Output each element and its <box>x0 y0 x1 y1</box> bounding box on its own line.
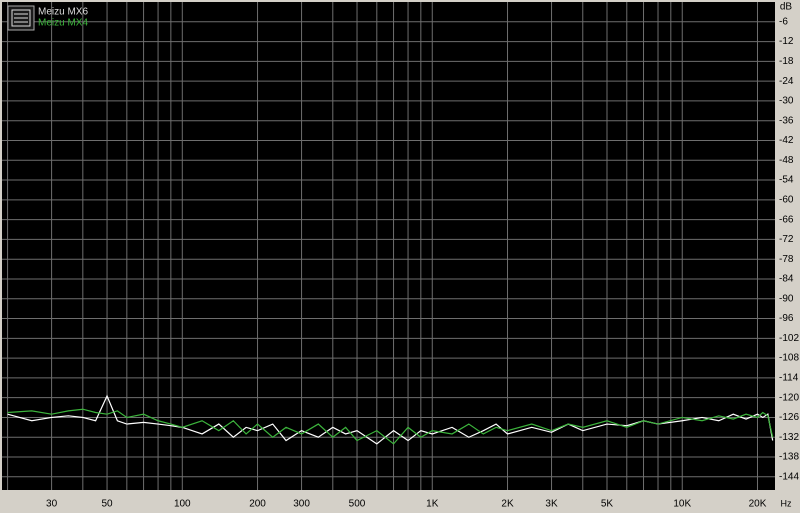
x-tick-label: 3K <box>545 499 558 510</box>
y-tick-label: -144 <box>779 471 799 482</box>
y-unit: dB <box>780 2 793 13</box>
y-tick-label: -48 <box>779 155 794 166</box>
x-tick-label: 100 <box>174 499 191 510</box>
y-tick-label: -30 <box>779 96 794 107</box>
y-tick-label: -36 <box>779 115 794 126</box>
x-tick-label: 200 <box>249 499 266 510</box>
y-tick-label: -6 <box>779 16 788 27</box>
y-tick-label: -84 <box>779 274 794 285</box>
grid <box>2 2 775 490</box>
x-tick-label: 10K <box>673 499 691 510</box>
x-tick-label: 300 <box>293 499 310 510</box>
y-tick-label: -66 <box>779 214 794 225</box>
y-tick-label: -78 <box>779 254 794 265</box>
x-tick-label: 50 <box>101 499 113 510</box>
y-tick-label: -42 <box>779 135 794 146</box>
y-tick-label: -60 <box>779 194 794 205</box>
x-tick-label: 5K <box>601 499 614 510</box>
x-tick-label: 1K <box>426 499 439 510</box>
y-tick-label: -102 <box>779 333 799 344</box>
legend-icon-inner <box>11 9 31 27</box>
y-tick-label: -72 <box>779 234 794 245</box>
y-tick-label: -138 <box>779 452 799 463</box>
plot-area <box>2 2 775 490</box>
legend <box>7 5 35 31</box>
y-tick-label: -108 <box>779 353 799 364</box>
legend-label: Meizu MX4 <box>38 18 88 29</box>
y-tick-label: -132 <box>779 432 799 443</box>
legend-label: Meizu MX6 <box>38 7 88 18</box>
y-tick-label: -12 <box>779 36 794 47</box>
x-tick-label: 2K <box>501 499 514 510</box>
y-tick-label: -120 <box>779 392 799 403</box>
y-tick-label: -18 <box>779 56 794 67</box>
y-tick-label: -114 <box>779 373 799 384</box>
x-tick-label: 30 <box>46 499 58 510</box>
lines <box>7 394 774 445</box>
y-tick-label: -24 <box>779 76 794 87</box>
y-tick-label: -96 <box>779 313 794 324</box>
x-tick-label: 500 <box>349 499 366 510</box>
x-tick-label: 20K <box>749 499 767 510</box>
y-tick-label: -54 <box>779 175 794 186</box>
y-tick-label: -90 <box>779 293 794 304</box>
series-line <box>7 408 774 445</box>
x-unit: Hz <box>781 498 792 508</box>
y-tick-label: -126 <box>779 412 799 423</box>
